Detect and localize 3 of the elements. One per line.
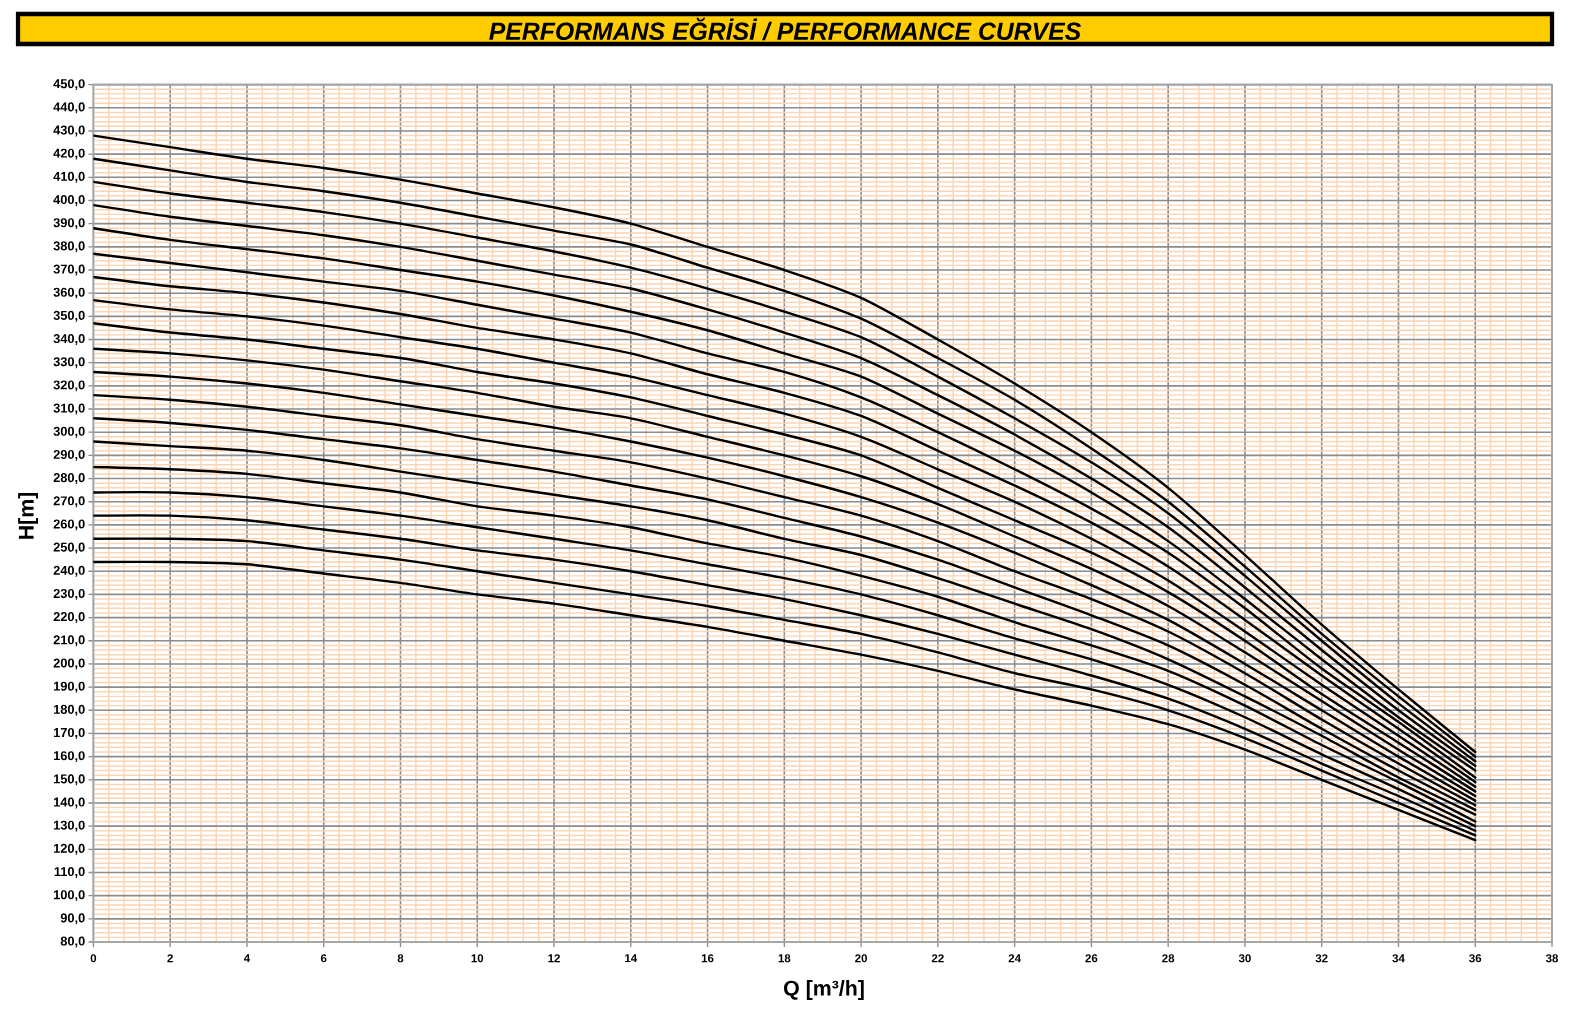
chart-title: PERFORMANS EĞRİSİ / PERFORMANCE CURVES (489, 17, 1081, 41)
y-axis-title: H[m] (18, 492, 39, 539)
x-axis-title: Q [m³/h] (784, 980, 864, 1000)
